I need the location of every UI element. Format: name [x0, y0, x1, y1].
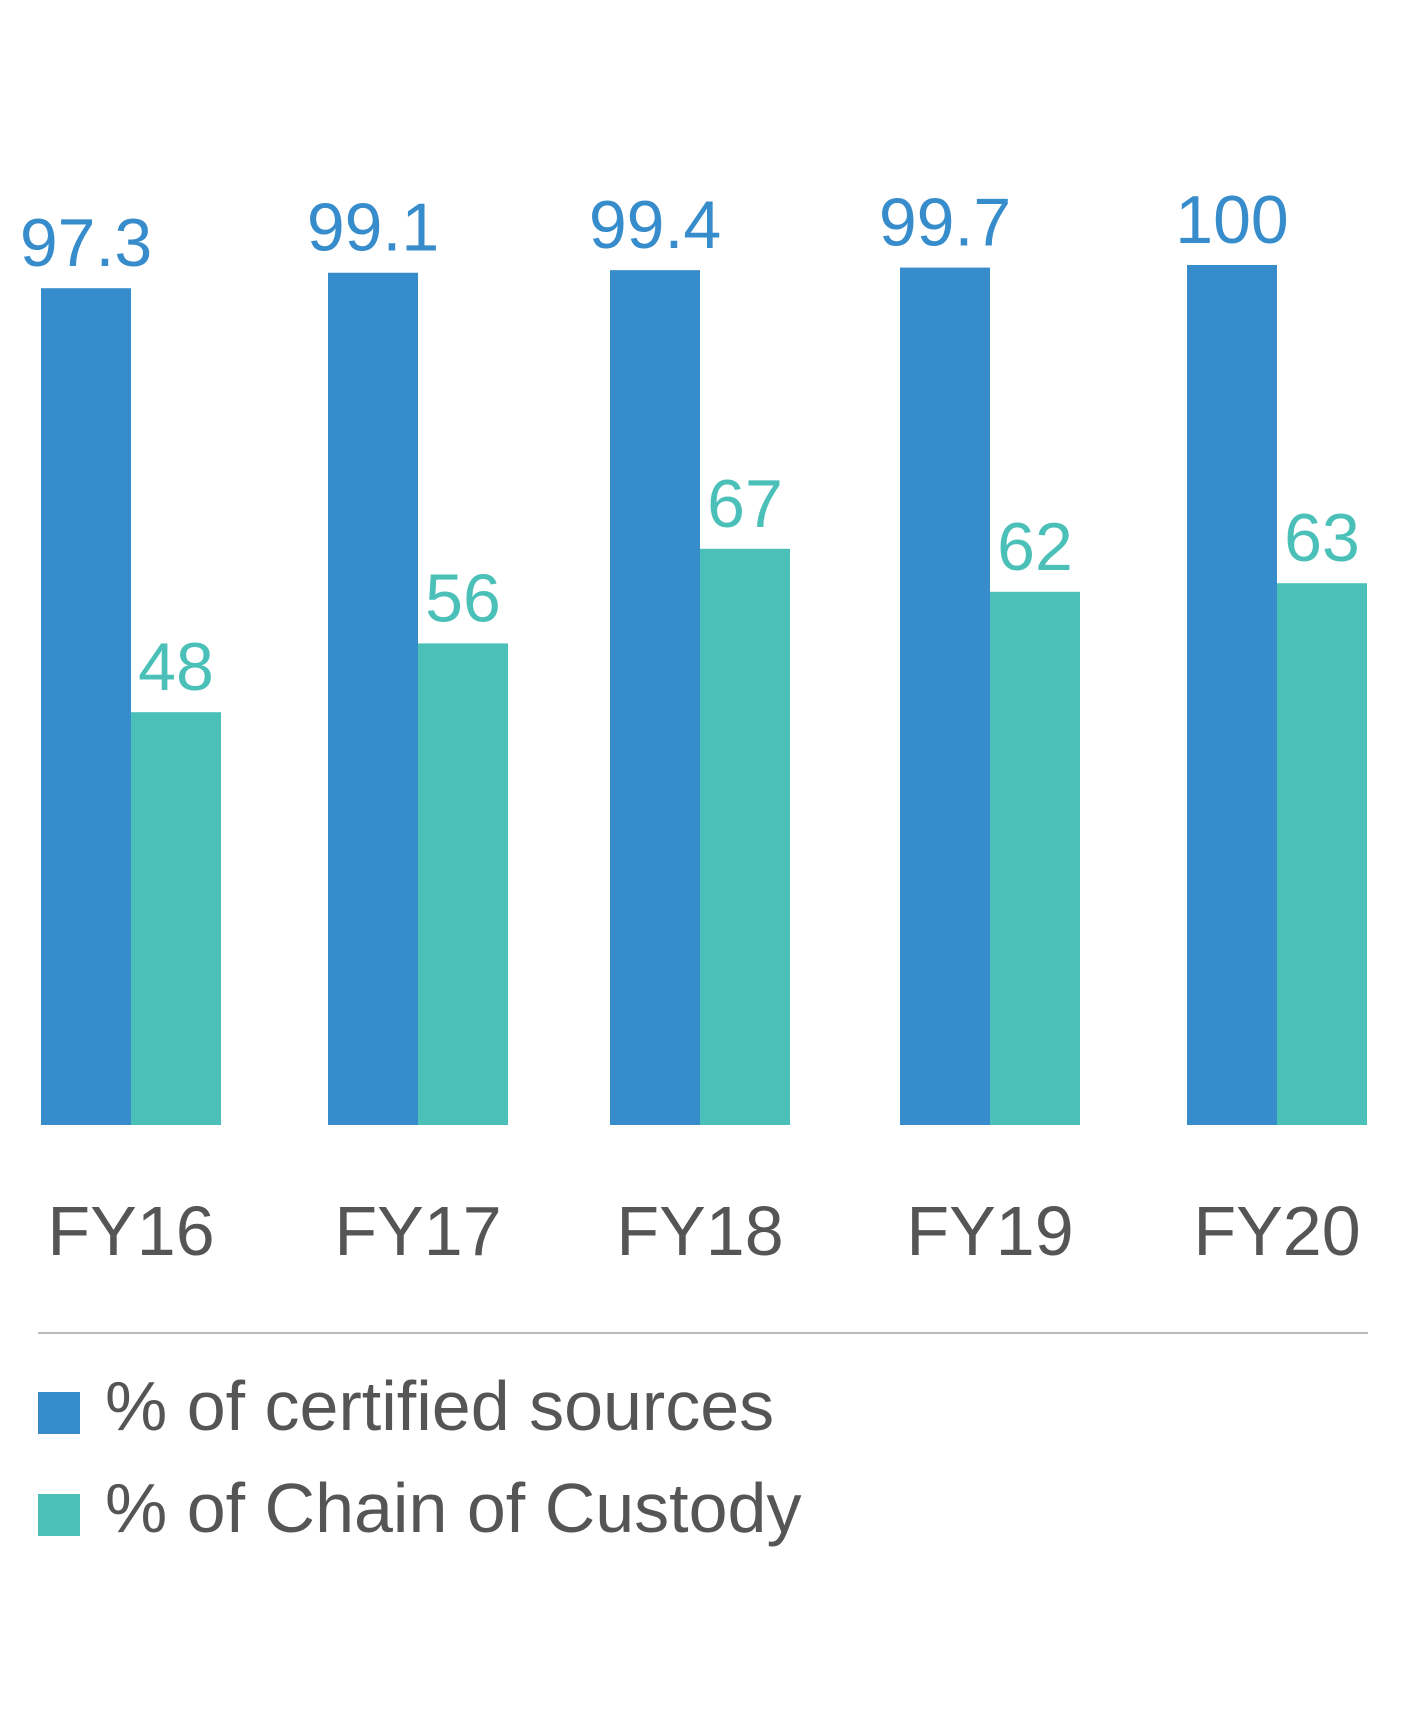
chain-of-custody-bar-fy20 — [1277, 583, 1367, 1125]
bars-group — [41, 265, 1367, 1126]
certified-sources-bar-fy19 — [900, 267, 990, 1126]
category-labels-group: FY16 FY17 FY18 FY19 FY20 — [47, 1192, 1360, 1270]
category-label-fy19: FY19 — [906, 1192, 1073, 1270]
value-labels-group: 97.3 48 99.1 56 99.4 67 99.7 62 100 63 — [20, 182, 1360, 705]
chain-of-custody-value-label-fy16: 48 — [138, 629, 214, 705]
certified-sources-value-label-fy16: 97.3 — [20, 205, 152, 281]
category-label-fy18: FY18 — [616, 1192, 783, 1270]
certified-sources-value-label-fy18: 99.4 — [589, 187, 721, 263]
certified-sources-legend-swatch — [38, 1392, 80, 1434]
chain-of-custody-value-label-fy20: 63 — [1284, 500, 1360, 576]
certified-sources-bar-fy16 — [41, 288, 131, 1126]
chain-of-custody-bar-fy19 — [990, 591, 1080, 1125]
chain-of-custody-legend-swatch — [38, 1494, 80, 1536]
chain-of-custody-legend-label: % of Chain of Custody — [105, 1469, 801, 1547]
chain-of-custody-value-label-fy18: 67 — [707, 466, 783, 542]
category-label-fy20: FY20 — [1193, 1192, 1360, 1270]
legend: % of certified sources % of Chain of Cust… — [38, 1367, 801, 1547]
certified-sources-value-label-fy19: 99.7 — [879, 185, 1011, 261]
chain-of-custody-bar-fy17 — [418, 643, 508, 1125]
certified-sources-bar-fy17 — [328, 272, 418, 1125]
chain-of-custody-bar-fy18 — [700, 548, 790, 1125]
certified-sources-legend-label: % of certified sources — [105, 1367, 774, 1445]
certified-sources-value-label-fy17: 99.1 — [307, 190, 439, 266]
chain-of-custody-value-label-fy17: 56 — [425, 560, 501, 636]
category-label-fy17: FY17 — [334, 1192, 501, 1270]
chain-of-custody-value-label-fy19: 62 — [997, 509, 1073, 585]
certified-sources-value-label-fy20: 100 — [1175, 182, 1288, 258]
certified-sources-bar-fy18 — [610, 270, 700, 1125]
chain-of-custody-bar-fy16 — [131, 712, 221, 1125]
category-label-fy16: FY16 — [47, 1192, 214, 1270]
certified-sources-bar-fy20 — [1187, 265, 1277, 1125]
